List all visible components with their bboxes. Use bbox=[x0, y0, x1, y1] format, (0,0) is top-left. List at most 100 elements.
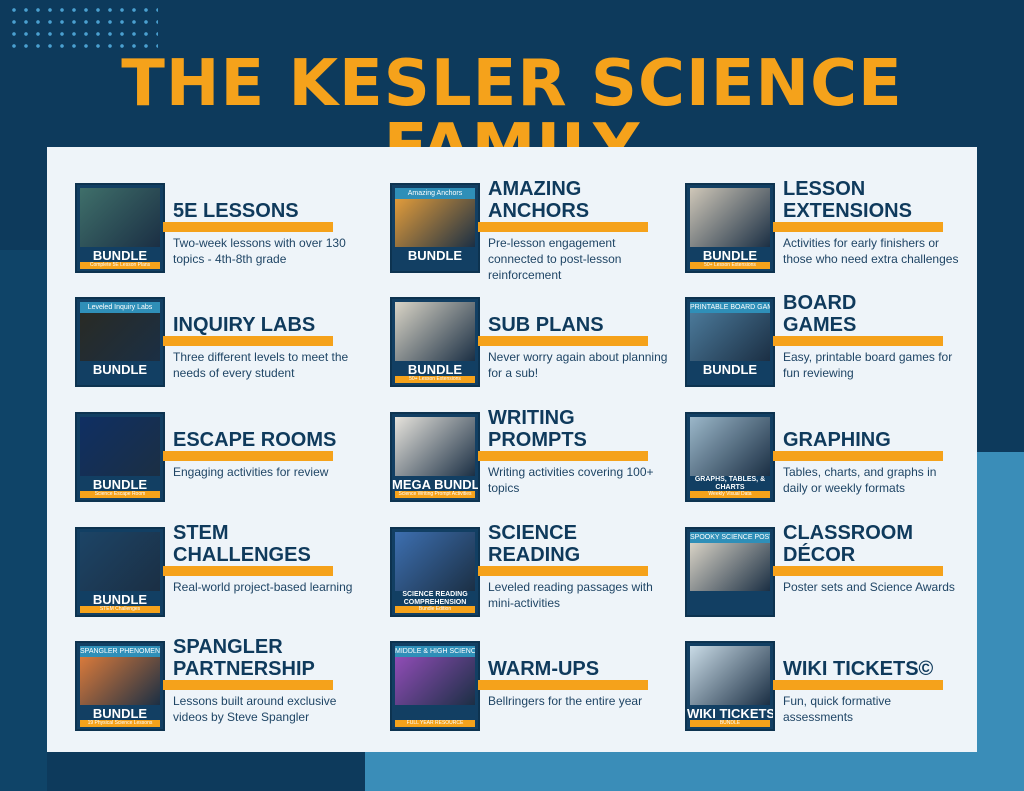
product-title: LESSON EXTENSIONS bbox=[783, 178, 912, 222]
product-title: SCIENCE READING bbox=[488, 522, 581, 566]
product-description: Poster sets and Science Awards bbox=[783, 580, 955, 594]
product-item[interactable]: BUNDLE 50+ Lesson Extensions LESSON EXTE… bbox=[685, 178, 965, 275]
product-item[interactable]: SCIENCE READING COMPREHENSION Bundle Edi… bbox=[390, 522, 670, 619]
product-thumbnail[interactable]: Leveled Inquiry Labs BUNDLE bbox=[75, 297, 165, 387]
product-thumbnail[interactable]: SPOOKY SCIENCE POSTERS bbox=[685, 527, 775, 617]
product-item[interactable]: SPOOKY SCIENCE POSTERS CLASSROOM DÉCOR P… bbox=[685, 522, 965, 619]
product-thumbnail[interactable]: MEGA BUNDLE Science Writing Prompt Activ… bbox=[390, 412, 480, 502]
thumbnail-label: BUNDLE bbox=[92, 248, 148, 263]
product-title: AMAZING ANCHORS bbox=[488, 178, 590, 222]
product-item[interactable]: MIDDLE & HIGH SCIENCE BELL-RINGERS FULL … bbox=[390, 641, 670, 733]
product-thumbnail[interactable]: WIKI TICKETS BUNDLE bbox=[685, 641, 775, 731]
thumbnail-label: BUNDLE bbox=[407, 362, 463, 377]
thumbnail-caption: Bundle Edition bbox=[395, 606, 475, 613]
thumbnail-banner: SPANGLER PHENOMENON bbox=[80, 646, 160, 657]
thumbnail-caption: Science Escape Room bbox=[80, 491, 160, 498]
product-item[interactable]: Leveled Inquiry Labs BUNDLE INQUIRY LABS… bbox=[75, 297, 355, 389]
product-description: Bellringers for the entire year bbox=[488, 694, 643, 708]
orange-divider bbox=[163, 566, 333, 576]
product-description: Tables, charts, and graphs in daily or w… bbox=[783, 465, 937, 495]
orange-divider bbox=[478, 451, 648, 461]
product-description: Never worry again about planning for a s… bbox=[488, 350, 668, 380]
product-description: Three different levels to meet the needs… bbox=[173, 350, 349, 380]
orange-divider bbox=[478, 680, 648, 690]
thumbnail-label: BUNDLE bbox=[92, 706, 148, 721]
product-description: Activities for early finishers or those … bbox=[783, 236, 959, 266]
product-item[interactable]: BUNDLE STEM Challenges STEM CHALLENGES R… bbox=[75, 522, 355, 619]
thumbnail-caption: 50+ Lesson Extensions bbox=[395, 376, 475, 383]
orange-divider bbox=[773, 222, 943, 232]
thumbnail-label: BUNDLE bbox=[702, 248, 758, 263]
product-thumbnail[interactable]: SPANGLER PHENOMENON BUNDLE 19 Physical S… bbox=[75, 641, 165, 731]
thumbnail-image bbox=[690, 646, 770, 705]
dot-pattern bbox=[8, 4, 158, 52]
orange-divider bbox=[478, 566, 648, 576]
thumbnail-image bbox=[80, 188, 160, 247]
product-thumbnail[interactable]: SCIENCE READING COMPREHENSION Bundle Edi… bbox=[390, 527, 480, 617]
orange-divider bbox=[478, 222, 648, 232]
background-accent-right bbox=[977, 452, 1024, 791]
thumbnail-label: WIKI TICKETS bbox=[687, 706, 775, 721]
product-title: CLASSROOM DÉCOR bbox=[783, 522, 913, 566]
product-title: 5E LESSONS bbox=[173, 200, 299, 222]
product-item[interactable]: BUNDLE Complete 5E Lesson Plans 5E LESSO… bbox=[75, 183, 355, 275]
thumbnail-label: MEGA BUNDLE bbox=[392, 477, 480, 492]
product-thumbnail[interactable]: BUNDLE Science Escape Room bbox=[75, 412, 165, 502]
thumbnail-caption: STEM Challenges bbox=[80, 606, 160, 613]
product-description: Lessons built around exclusive videos by… bbox=[173, 694, 337, 724]
product-title: INQUIRY LABS bbox=[173, 314, 316, 336]
product-title: SPANGLER PARTNERSHIP bbox=[173, 636, 315, 680]
product-item[interactable]: PRINTABLE BOARD GAME BUNDLE BOARD GAMES … bbox=[685, 292, 965, 389]
thumbnail-image bbox=[80, 532, 160, 591]
thumbnail-image bbox=[690, 417, 770, 476]
thumbnail-image bbox=[395, 532, 475, 591]
product-description: Engaging activities for review bbox=[173, 465, 329, 479]
thumbnail-label: BUNDLE bbox=[92, 362, 148, 377]
thumbnail-banner: Amazing Anchors bbox=[395, 188, 475, 199]
thumbnail-caption: 50+ Lesson Extensions bbox=[690, 262, 770, 269]
thumbnail-image bbox=[690, 188, 770, 247]
thumbnail-banner: Leveled Inquiry Labs bbox=[80, 302, 160, 313]
orange-divider bbox=[163, 336, 333, 346]
thumbnail-label: GRAPHS, TABLES, & CHARTS bbox=[694, 476, 766, 491]
product-description: Writing activities covering 100+ topics bbox=[488, 465, 654, 495]
orange-divider bbox=[773, 566, 943, 576]
thumbnail-caption: Science Writing Prompt Activities bbox=[395, 491, 475, 498]
product-description: Leveled reading passages with mini-activ… bbox=[488, 580, 653, 610]
product-title: SUB PLANS bbox=[488, 314, 604, 336]
product-title: WIKI TICKETS© bbox=[783, 658, 934, 680]
product-item[interactable]: MEGA BUNDLE Science Writing Prompt Activ… bbox=[390, 407, 670, 504]
product-item[interactable]: GRAPHS, TABLES, & CHARTS Weekly Visual D… bbox=[685, 412, 965, 504]
thumbnail-caption: Complete 5E Lesson Plans bbox=[80, 262, 160, 269]
orange-divider bbox=[773, 680, 943, 690]
thumbnail-banner: SPOOKY SCIENCE POSTERS bbox=[690, 532, 770, 543]
product-description: Real-world project-based learning bbox=[173, 580, 353, 594]
orange-divider bbox=[773, 451, 943, 461]
product-title: WRITING PROMPTS bbox=[488, 407, 587, 451]
thumbnail-label: SCIENCE READING COMPREHENSION bbox=[402, 591, 468, 606]
thumbnail-label: BUNDLE bbox=[407, 248, 463, 263]
thumbnail-label: BUNDLE bbox=[702, 362, 758, 377]
product-thumbnail[interactable]: MIDDLE & HIGH SCIENCE BELL-RINGERS FULL … bbox=[390, 641, 480, 731]
product-thumbnail[interactable]: BUNDLE STEM Challenges bbox=[75, 527, 165, 617]
thumbnail-image bbox=[80, 417, 160, 476]
product-thumbnail[interactable]: BUNDLE 50+ Lesson Extensions bbox=[685, 183, 775, 273]
product-description: Two-week lessons with over 130 topics - … bbox=[173, 236, 346, 266]
product-item[interactable]: Amazing Anchors BUNDLE AMAZING ANCHORS P… bbox=[390, 178, 670, 282]
product-item[interactable]: BUNDLE 50+ Lesson Extensions SUB PLANS N… bbox=[390, 297, 670, 389]
thumbnail-caption: 19 Physical Science Lessons bbox=[80, 720, 160, 727]
product-thumbnail[interactable]: PRINTABLE BOARD GAME BUNDLE bbox=[685, 297, 775, 387]
product-thumbnail[interactable]: GRAPHS, TABLES, & CHARTS Weekly Visual D… bbox=[685, 412, 775, 502]
product-item[interactable]: WIKI TICKETS BUNDLE WIKI TICKETS© Fun, q… bbox=[685, 641, 965, 733]
thumbnail-banner: PRINTABLE BOARD GAME bbox=[690, 302, 770, 313]
product-item[interactable]: BUNDLE Science Escape Room ESCAPE ROOMS … bbox=[75, 412, 355, 504]
product-description: Easy, printable board games for fun revi… bbox=[783, 350, 953, 380]
product-thumbnail[interactable]: BUNDLE 50+ Lesson Extensions bbox=[390, 297, 480, 387]
thumbnail-image bbox=[395, 302, 475, 361]
product-title: ESCAPE ROOMS bbox=[173, 429, 337, 451]
product-thumbnail[interactable]: Amazing Anchors BUNDLE bbox=[390, 183, 480, 273]
orange-divider bbox=[478, 336, 648, 346]
thumbnail-caption: BUNDLE bbox=[690, 720, 770, 727]
product-thumbnail[interactable]: BUNDLE Complete 5E Lesson Plans bbox=[75, 183, 165, 273]
product-item[interactable]: SPANGLER PHENOMENON BUNDLE 19 Physical S… bbox=[75, 636, 355, 733]
